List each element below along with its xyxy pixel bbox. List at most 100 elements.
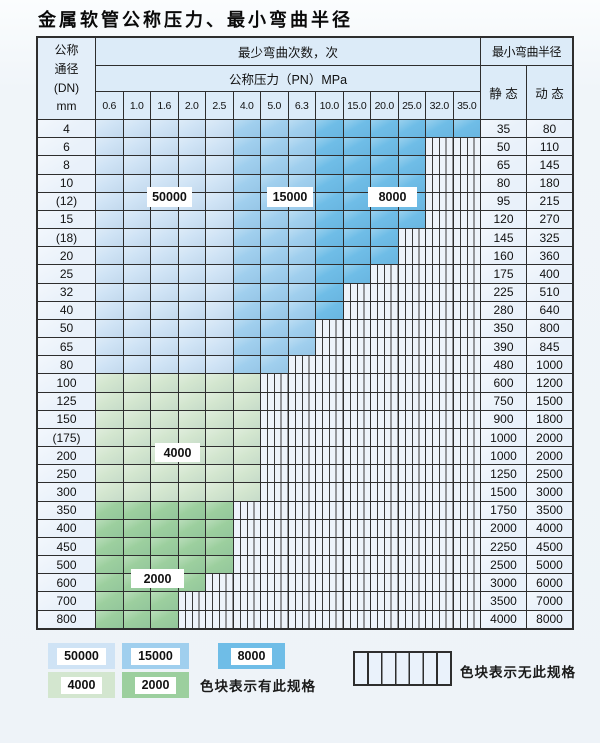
- dn-cell: 6: [38, 138, 95, 156]
- spec-cell: [96, 356, 123, 374]
- legend-swatch-label: 4000: [60, 676, 103, 694]
- no-spec-cell: [261, 610, 288, 628]
- spec-cell: [96, 156, 123, 174]
- spec-cell: [206, 374, 233, 392]
- spec-cell: [123, 283, 150, 301]
- static-radius-cell: 480: [481, 356, 526, 374]
- dn-cell: (12): [38, 192, 95, 210]
- no-spec-cell: [371, 483, 398, 501]
- pressure-col-header: 15.0: [343, 92, 370, 119]
- spec-cell: [206, 465, 233, 483]
- spec-cell: [151, 120, 178, 138]
- dn-cell: 4: [38, 120, 95, 138]
- no-spec-cell: [371, 410, 398, 428]
- static-radius-cell: 900: [481, 410, 526, 428]
- no-spec-cell: [261, 447, 288, 465]
- page-title: 金属软管公称压力、最小弯曲半径: [38, 10, 353, 30]
- no-spec-cell: [288, 574, 315, 592]
- no-spec-cell: [178, 592, 205, 610]
- spec-cell: [316, 156, 343, 174]
- pressure-col-header: 1.6: [151, 92, 178, 119]
- no-spec-cell: [288, 465, 315, 483]
- no-spec-cell: [426, 501, 453, 519]
- no-spec-cell: [371, 556, 398, 574]
- dynamic-radius-cell: 400: [527, 265, 572, 283]
- no-spec-cell: [343, 392, 370, 410]
- no-spec-cell: [398, 265, 425, 283]
- legend-swatch: 50000: [48, 643, 115, 669]
- spec-cell: [371, 229, 398, 247]
- spec-cell: [316, 229, 343, 247]
- spec-cell: [206, 265, 233, 283]
- spec-cell: [123, 174, 150, 192]
- spec-cell: [96, 319, 123, 338]
- spec-cell: [178, 138, 205, 156]
- spec-cell: [151, 519, 178, 537]
- no-spec-cell: [371, 283, 398, 301]
- no-spec-cell: [398, 610, 425, 628]
- spec-cell: [178, 392, 205, 410]
- spec-cell: [96, 447, 123, 465]
- no-spec-cell: [261, 483, 288, 501]
- no-spec-cell: [343, 501, 370, 519]
- no-spec-cell: [453, 428, 480, 447]
- no-spec-cell: [426, 483, 453, 501]
- no-spec-cell: [453, 174, 480, 192]
- corner-header: 公称 通径 (DN) mm: [38, 38, 95, 119]
- no-spec-cell: [261, 574, 288, 592]
- no-spec-cell: [426, 138, 453, 156]
- static-radius-cell: 2250: [481, 537, 526, 556]
- dn-cell: 400: [38, 519, 95, 537]
- spec-cell: [233, 265, 260, 283]
- spec-cell: [206, 247, 233, 265]
- spec-cell: [206, 338, 233, 356]
- no-spec-cell: [343, 574, 370, 592]
- dn-cell: 50: [38, 319, 95, 338]
- no-spec-cell: [453, 247, 480, 265]
- spec-cell: [151, 356, 178, 374]
- spec-cell: [206, 392, 233, 410]
- static-radius-cell: 2500: [481, 556, 526, 574]
- spec-cell: [178, 319, 205, 338]
- no-spec-cell: [426, 592, 453, 610]
- spec-cell: [96, 301, 123, 319]
- no-spec-cell: [398, 319, 425, 338]
- legend-swatch: 4000: [48, 672, 115, 698]
- legend-swatch-label: 8000: [230, 647, 273, 665]
- spec-cell: [261, 120, 288, 138]
- pressure-col-header: 6.3: [288, 92, 315, 119]
- no-spec-cell: [398, 447, 425, 465]
- no-spec-cell: [316, 392, 343, 410]
- no-spec-cell: [426, 210, 453, 229]
- spec-cell: [288, 120, 315, 138]
- spec-cell: [123, 447, 150, 465]
- no-spec-cell: [426, 319, 453, 338]
- no-spec-cell: [178, 610, 205, 628]
- spec-cell: [343, 192, 370, 210]
- spec-cell: [178, 356, 205, 374]
- no-spec-cell: [316, 556, 343, 574]
- spec-cell: [151, 319, 178, 338]
- dn-cell: 100: [38, 374, 95, 392]
- no-spec-cell: [371, 610, 398, 628]
- no-spec-cell: [371, 338, 398, 356]
- spec-cell: [123, 356, 150, 374]
- static-radius-cell: 4000: [481, 610, 526, 628]
- no-spec-cell: [453, 338, 480, 356]
- no-spec-cell: [261, 392, 288, 410]
- spec-cell: [288, 265, 315, 283]
- no-spec-cell: [453, 265, 480, 283]
- dn-cell: 40: [38, 301, 95, 319]
- dn-cell: 800: [38, 610, 95, 628]
- spec-cell: [123, 537, 150, 556]
- spec-cell: [123, 519, 150, 537]
- no-spec-cell: [426, 556, 453, 574]
- no-spec-cell: [398, 229, 425, 247]
- no-spec-cell: [398, 392, 425, 410]
- spec-cell: [123, 247, 150, 265]
- dn-cell: 125: [38, 392, 95, 410]
- no-spec-cell: [426, 338, 453, 356]
- spec-cell: [261, 265, 288, 283]
- spec-cell: [343, 247, 370, 265]
- spec-cell: [261, 319, 288, 338]
